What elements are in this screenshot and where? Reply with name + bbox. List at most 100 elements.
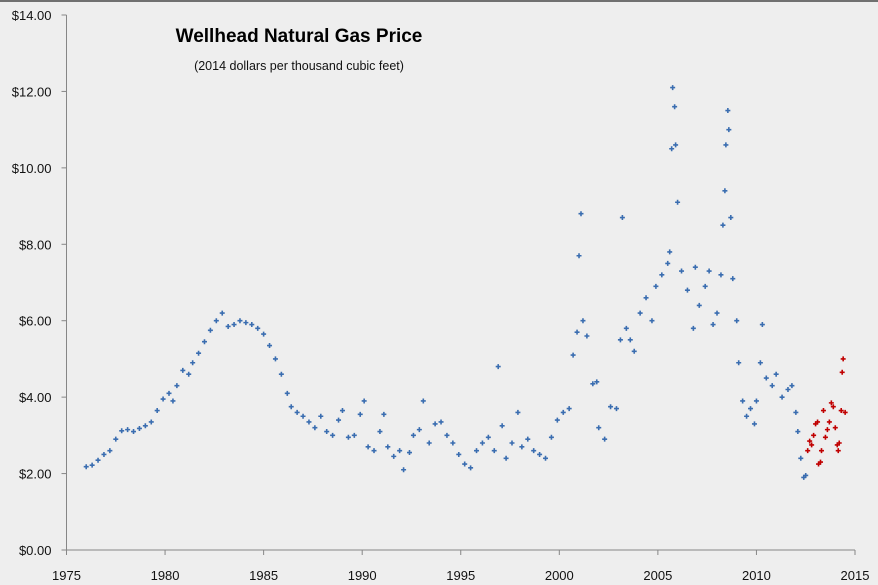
data-point-blue: [706, 268, 712, 274]
data-point-blue: [673, 142, 679, 148]
data-point-blue: [785, 387, 791, 392]
data-point-blue: [365, 444, 371, 450]
data-point-blue: [702, 283, 708, 289]
data-point-red: [820, 408, 826, 414]
data-point-blue: [757, 360, 763, 366]
data-point-blue: [672, 104, 678, 110]
data-point-blue: [330, 432, 336, 438]
data-point-blue: [377, 429, 383, 435]
data-point-blue: [345, 434, 351, 440]
data-point-blue: [525, 436, 531, 442]
data-point-blue: [261, 331, 267, 337]
data-point-blue: [649, 318, 655, 324]
data-point-blue: [284, 390, 290, 396]
data-point-blue: [580, 318, 586, 324]
data-point-blue: [692, 264, 698, 270]
data-point-blue: [748, 406, 754, 412]
data-point-blue: [734, 318, 740, 324]
y-tick-label: $0.00: [19, 543, 52, 558]
data-point-blue: [336, 417, 342, 423]
data-point-red: [807, 438, 813, 444]
data-point-blue: [714, 310, 720, 316]
y-tick-label: $12.00: [12, 84, 52, 99]
data-point-blue: [509, 440, 515, 446]
data-point-blue: [515, 409, 521, 415]
data-point-blue: [278, 371, 284, 377]
data-point-blue: [450, 440, 456, 446]
data-point-blue: [798, 455, 804, 461]
data-point-blue: [361, 398, 367, 404]
data-point-blue: [554, 417, 560, 423]
data-point-blue: [219, 310, 225, 316]
data-point-blue: [324, 429, 330, 435]
x-tick-label: 2010: [742, 568, 771, 583]
data-point-blue: [570, 352, 576, 358]
data-point-blue: [339, 408, 345, 414]
data-point-blue: [306, 419, 312, 425]
data-point-blue: [753, 398, 759, 404]
data-point-blue: [312, 425, 318, 431]
data-point-blue: [255, 325, 261, 331]
data-point-red: [822, 434, 828, 440]
data-point-blue: [769, 383, 775, 389]
data-point-blue: [548, 434, 554, 440]
data-point-red: [805, 448, 811, 454]
data-point-blue: [643, 295, 649, 301]
data-point-blue: [426, 440, 432, 446]
data-point-blue: [142, 423, 148, 429]
data-point-blue: [763, 375, 769, 381]
data-point-blue: [728, 215, 734, 221]
data-point-blue: [653, 283, 659, 289]
data-point-blue: [119, 428, 125, 434]
data-point-blue: [740, 398, 746, 404]
data-point-blue: [619, 215, 625, 221]
data-point-blue: [543, 455, 549, 461]
data-point-blue: [679, 268, 685, 274]
data-point-blue: [759, 322, 765, 328]
data-point-blue: [479, 440, 485, 446]
data-point-blue: [201, 339, 207, 345]
data-point-blue: [190, 360, 196, 366]
data-point-blue: [406, 450, 412, 456]
data-point-blue: [594, 379, 600, 385]
data-point-blue: [288, 404, 294, 410]
data-point-blue: [456, 451, 462, 457]
data-point-blue: [596, 425, 602, 431]
data-point-red: [832, 425, 838, 431]
data-point-blue: [89, 462, 95, 468]
data-point-blue: [249, 322, 255, 328]
data-point-blue: [474, 448, 480, 454]
data-point-red: [838, 408, 844, 414]
data-point-blue: [351, 432, 357, 438]
data-point-blue: [590, 381, 596, 387]
data-point-red: [811, 432, 817, 438]
data-point-red: [836, 440, 842, 446]
data-point-blue: [744, 413, 750, 419]
data-point-blue: [444, 432, 450, 438]
data-point-blue: [519, 444, 525, 450]
data-point-blue: [101, 451, 107, 457]
data-point-blue: [131, 429, 137, 435]
data-point-blue: [186, 371, 192, 377]
data-point-blue: [107, 448, 113, 454]
data-point-blue: [391, 453, 397, 459]
data-point-blue: [725, 108, 731, 114]
data-point-blue: [617, 337, 623, 343]
data-point-red: [826, 419, 832, 425]
data-point-blue: [670, 85, 676, 91]
x-tick-label: 1975: [52, 568, 81, 583]
data-point-blue: [237, 318, 243, 324]
data-point-blue: [397, 448, 403, 454]
data-point-blue: [272, 356, 278, 362]
y-tick-label: $8.00: [19, 237, 52, 252]
data-point-red: [839, 369, 845, 375]
data-point-blue: [485, 434, 491, 440]
data-point-blue: [491, 448, 497, 454]
data-point-blue: [602, 436, 608, 442]
data-point-red: [830, 404, 836, 410]
data-point-blue: [410, 432, 416, 438]
data-point-blue: [231, 322, 237, 328]
data-point-blue: [294, 409, 300, 415]
data-point-blue: [503, 455, 509, 461]
data-point-blue: [584, 333, 590, 339]
